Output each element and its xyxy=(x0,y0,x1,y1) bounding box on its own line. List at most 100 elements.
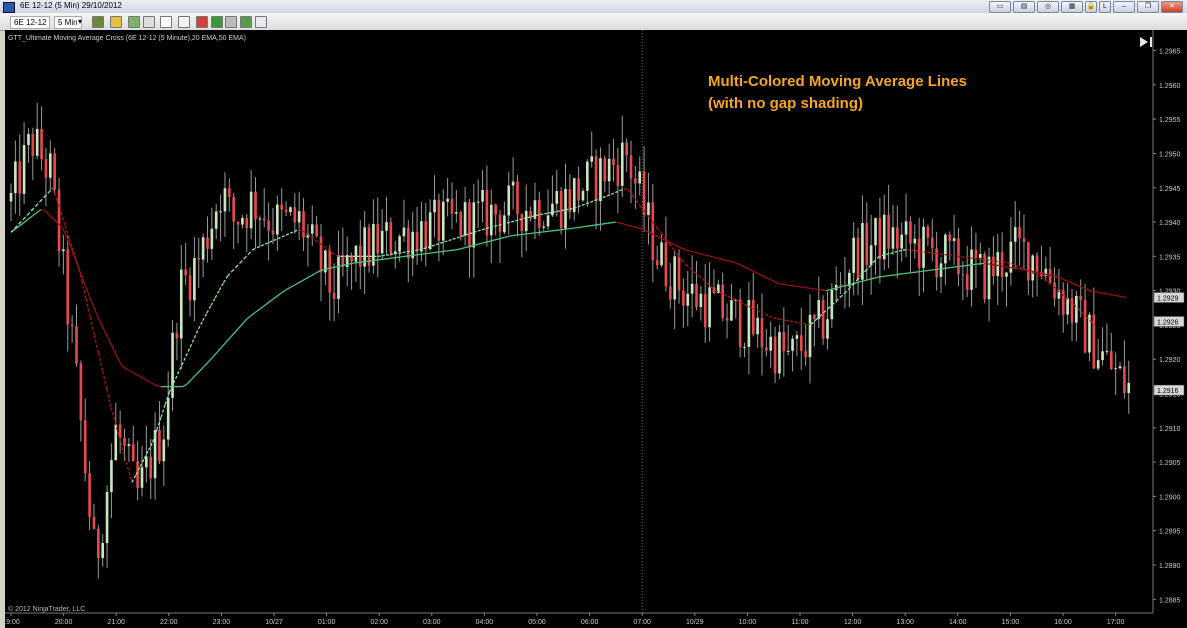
ema20-segment xyxy=(214,289,220,299)
scroll-end-icon[interactable] xyxy=(1140,37,1152,47)
ema20-segment xyxy=(986,259,991,262)
ema20-segment xyxy=(10,227,16,233)
ema50-segment xyxy=(474,243,479,246)
price-chart[interactable]: GTT_Ultimate Moving Average Cross (6E 12… xyxy=(5,30,1187,628)
ema20-segment xyxy=(673,248,679,256)
ema50-segment xyxy=(894,273,899,276)
tile-button[interactable]: ▦ xyxy=(1061,1,1083,13)
candle xyxy=(874,218,877,246)
minimize-button[interactable]: – xyxy=(1113,1,1135,13)
candle xyxy=(1005,272,1008,277)
lock-icon[interactable]: 🔒 xyxy=(1085,1,1097,13)
candle xyxy=(690,283,694,294)
ema20-segment xyxy=(977,258,983,261)
pin-icon[interactable] xyxy=(143,16,155,28)
candle xyxy=(555,191,559,204)
ema50-segment xyxy=(1095,291,1101,294)
data-box-icon[interactable] xyxy=(196,16,208,28)
instrument-selector[interactable]: 6E 12-12 xyxy=(10,16,51,29)
ema20-segment xyxy=(911,249,916,252)
ema50-segment xyxy=(276,292,282,297)
ema20-segment xyxy=(243,253,250,259)
ema50-segment xyxy=(66,236,72,249)
ema50-segment xyxy=(534,231,539,234)
ema20-segment xyxy=(639,205,645,212)
ema20-segment xyxy=(72,251,79,265)
chart-trader-icon[interactable] xyxy=(225,16,237,28)
candle xyxy=(660,242,663,266)
candle xyxy=(865,223,869,266)
x-tick-label: 19:00 xyxy=(5,619,20,626)
restore-button[interactable]: ❐ xyxy=(1137,1,1159,13)
candle xyxy=(869,245,873,266)
link-badge[interactable]: L xyxy=(1099,1,1111,13)
candle xyxy=(965,274,969,290)
candle xyxy=(725,317,729,321)
ema20-segment xyxy=(956,255,962,258)
candle xyxy=(145,456,148,468)
ema50-segment xyxy=(263,302,269,307)
ema50-segment xyxy=(607,222,612,224)
new-window-icon[interactable] xyxy=(240,16,252,28)
candle xyxy=(891,227,895,249)
candle xyxy=(31,134,35,156)
ema50-segment xyxy=(619,222,625,225)
pencil-icon[interactable] xyxy=(110,16,122,28)
x-tick-label: 11:00 xyxy=(792,619,809,626)
candle xyxy=(223,188,227,212)
bars-type-icon[interactable] xyxy=(92,16,104,28)
window-linking-icon[interactable] xyxy=(255,16,267,28)
ema20-segment xyxy=(535,213,541,217)
ema20-segment xyxy=(18,218,24,224)
ema20-segment xyxy=(602,195,608,199)
ema50-segment xyxy=(362,260,368,263)
interval-selector[interactable]: 5 Min xyxy=(54,16,82,29)
ema20-segment xyxy=(973,257,978,260)
ema20-segment xyxy=(577,204,583,208)
ema50-segment xyxy=(756,272,762,276)
drawing-icon[interactable] xyxy=(128,16,140,28)
ema50-segment xyxy=(328,266,333,270)
ema50-segment xyxy=(44,210,51,216)
candle xyxy=(127,444,131,446)
ema50-segment xyxy=(40,208,46,212)
ema20-segment xyxy=(519,218,524,221)
ema20-segment xyxy=(648,216,654,223)
ema20-segment xyxy=(135,466,141,476)
candle xyxy=(476,201,480,203)
chevron-down-icon[interactable]: ▾ xyxy=(78,17,83,26)
link-button[interactable]: ◎ xyxy=(1037,1,1059,13)
ema50-segment xyxy=(508,234,513,237)
ema50-segment xyxy=(774,280,780,285)
ema50-segment xyxy=(126,368,132,373)
ema50-segment xyxy=(988,263,994,266)
candle xyxy=(529,211,532,219)
ema50-segment xyxy=(298,279,303,284)
ema50-segment xyxy=(396,256,402,259)
properties-icon[interactable] xyxy=(178,16,190,28)
ema50-segment xyxy=(963,264,968,267)
ema50-segment xyxy=(418,253,423,256)
candle xyxy=(136,461,139,488)
candle xyxy=(1109,351,1113,370)
chart-panel[interactable]: GTT_Ultimate Moving Average Cross (6E 12… xyxy=(5,30,1187,628)
candle xyxy=(900,234,904,249)
candle xyxy=(166,397,170,440)
ema50-segment xyxy=(229,332,235,339)
ema20-segment xyxy=(156,416,162,431)
candle xyxy=(380,230,384,254)
strategy-icon[interactable] xyxy=(211,16,223,28)
candle xyxy=(389,222,393,254)
data-series-button[interactable]: ▤ xyxy=(1013,1,1035,13)
candle xyxy=(952,238,956,241)
candle xyxy=(612,158,615,165)
ema20-segment xyxy=(777,318,783,321)
ema20-segment xyxy=(573,206,579,209)
candle xyxy=(398,236,401,252)
ema20-segment xyxy=(681,259,687,266)
candle xyxy=(882,214,886,260)
close-button[interactable]: ✕ xyxy=(1161,1,1183,13)
toolbar-toggle-button[interactable]: ▭ xyxy=(989,1,1011,13)
crosshair-icon[interactable] xyxy=(160,16,172,28)
ema20-segment xyxy=(440,241,445,244)
